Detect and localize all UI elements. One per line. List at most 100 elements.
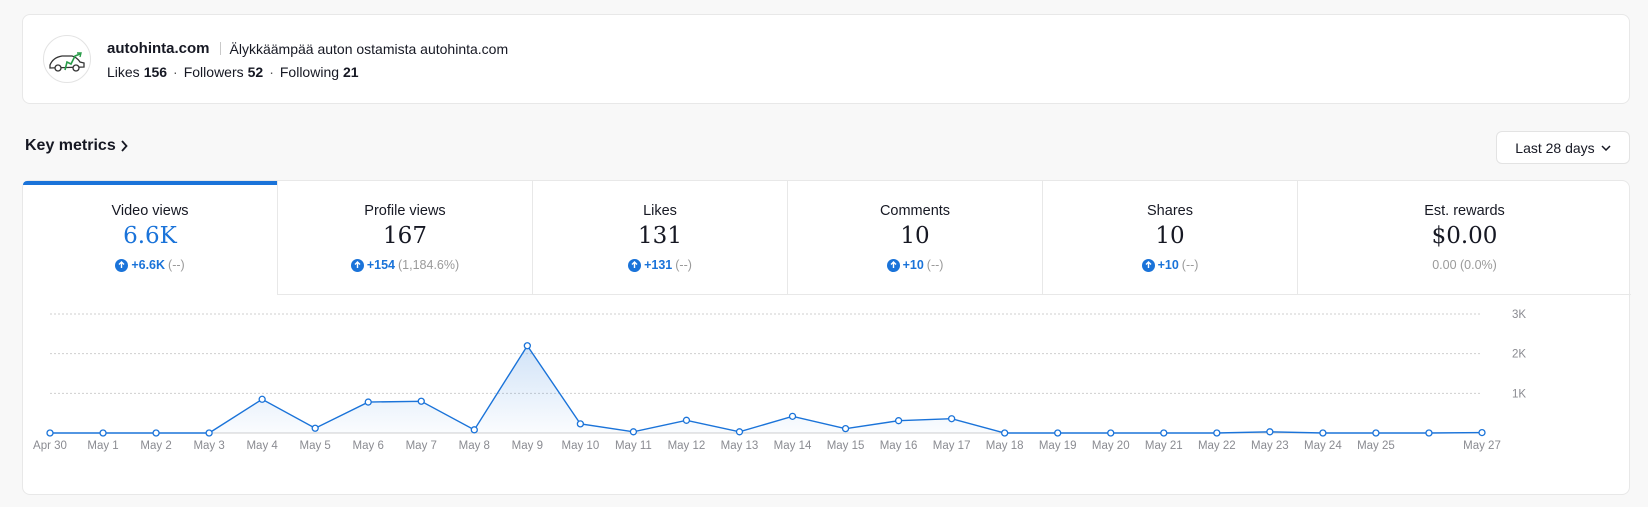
metric-value: 6.6K [123, 223, 177, 249]
data-point [947, 415, 956, 423]
data-point [46, 429, 54, 437]
x-tick-label: May 16 [880, 440, 918, 452]
data-point [735, 428, 744, 436]
avatar[interactable] [43, 35, 91, 83]
x-tick-label: May 27 [1463, 440, 1501, 452]
arrow-up-icon [115, 258, 129, 272]
metric-label: Est. rewards [1424, 203, 1505, 219]
x-tick-label: May 3 [193, 440, 224, 452]
x-tick-label: May 7 [406, 440, 437, 452]
x-tick-label: May 18 [986, 440, 1024, 452]
profile-bio: Älykkäämpää auton ostamista autohinta.co… [229, 40, 509, 57]
metric-change: +154 (1,184.6%) [278, 258, 532, 272]
data-point [364, 398, 372, 406]
data-point [523, 342, 531, 350]
metric-change: +131 (--) [533, 258, 787, 272]
date-range-dropdown[interactable]: Last 28 days [1496, 131, 1630, 164]
tab-est-rewards[interactable]: Est. rewards $0.00 0.00 (0.0%) [1298, 181, 1631, 295]
likes-label: Likes [107, 64, 140, 80]
x-tick-label: May 5 [300, 440, 331, 452]
x-tick-label: May 12 [668, 440, 706, 452]
followers-count: 52 [247, 64, 264, 80]
x-tick-label: May 19 [1039, 440, 1077, 452]
tab-likes[interactable]: Likes 131 +131 (--) [533, 181, 788, 295]
metric-label: Shares [1147, 203, 1193, 219]
x-tick-label: May 10 [562, 440, 600, 452]
chevron-right-icon [121, 140, 128, 152]
data-point [417, 397, 425, 405]
data-point [99, 429, 107, 437]
series-line [50, 344, 1483, 434]
change-percent: (--) [926, 258, 944, 272]
x-tick-label: May 8 [459, 440, 490, 452]
metric-label: Likes [643, 203, 677, 219]
x-tick-label: May 15 [827, 440, 865, 452]
tab-profile-views[interactable]: Profile views 167 +154 (1,184.6%) [278, 181, 533, 295]
profile-name: autohinta.com [107, 40, 210, 57]
data-point [788, 412, 797, 420]
data-point [841, 424, 850, 433]
stats-separator: · [269, 64, 274, 80]
profile-stats: Likes 156 · Followers 52 · Following 21 [107, 64, 359, 80]
data-point [1213, 429, 1221, 437]
data-point [629, 428, 638, 436]
metric-change: +10 (--) [788, 258, 1042, 272]
section-title: Key metrics [25, 137, 116, 154]
data-point [1478, 428, 1486, 437]
tab-comments[interactable]: Comments 10 +10 (--) [788, 181, 1043, 295]
data-point [152, 429, 160, 437]
x-tick-label: May 23 [1251, 440, 1289, 452]
y-tick-label: 1K [1512, 388, 1526, 400]
metric-tabs: Video views 6.6K +6.6K (--) Profile view… [23, 181, 1631, 295]
change-value: +10 [1157, 258, 1179, 272]
y-tick-label: 2K [1512, 349, 1526, 361]
name-divider [219, 42, 221, 55]
change-value: +131 [644, 258, 673, 272]
data-point [894, 417, 903, 425]
key-metrics-link[interactable]: Key metrics [25, 137, 128, 155]
followers-label: Followers [183, 64, 244, 80]
likes-count: 156 [143, 64, 168, 80]
metrics-card: Video views 6.6K +6.6K (--) Profile view… [22, 180, 1631, 495]
metric-change: 0.00 (0.0%) [1298, 258, 1631, 272]
data-point [576, 420, 585, 428]
data-point [682, 416, 691, 424]
date-range-label: Last 28 days [1515, 139, 1595, 156]
arrow-up-icon [1141, 258, 1155, 272]
x-tick-label: May 25 [1357, 440, 1395, 452]
metric-value: 131 [638, 223, 682, 249]
metric-value: 10 [1155, 223, 1185, 249]
change-percent: (--) [675, 258, 692, 272]
data-point [470, 426, 478, 434]
x-tick-label: May 21 [1145, 440, 1183, 452]
x-tick-label: May 22 [1198, 440, 1236, 452]
x-tick-label: May 4 [246, 440, 278, 452]
tab-shares[interactable]: Shares 10 +10 (--) [1043, 181, 1298, 295]
car-logo-icon [49, 52, 85, 72]
profile-card: autohinta.com Älykkäämpää auton ostamist… [22, 14, 1630, 104]
x-tick-label: May 9 [512, 440, 543, 452]
x-tick-label: May 6 [353, 440, 384, 452]
x-tick-label: May 14 [774, 440, 812, 452]
change-value: 0.00 (0.0%) [1432, 258, 1497, 272]
chevron-down-icon [1601, 144, 1611, 151]
x-tick-label: May 17 [933, 440, 971, 452]
data-point [1160, 429, 1168, 437]
metric-label: Profile views [364, 203, 446, 219]
following-count: 21 [343, 64, 359, 80]
change-value: +10 [902, 258, 924, 272]
metric-change: +6.6K (--) [23, 258, 277, 272]
x-tick-label: May 11 [615, 440, 652, 452]
y-tick-label: 3K [1512, 309, 1526, 321]
x-tick-label: Apr 30 [33, 440, 67, 452]
video-views-chart: 1K 2K 3K Apr 30 May 1 May 2 May 3 May 4 May 5 May… [33, 309, 1526, 452]
change-value: +6.6K [131, 258, 166, 272]
tab-video-views[interactable]: Video views 6.6K +6.6K (--) [23, 181, 278, 295]
metric-value: $0.00 [1431, 223, 1498, 249]
data-point [1319, 429, 1327, 437]
metric-value: 10 [900, 223, 930, 249]
change-percent: (1,184.6%) [398, 258, 460, 272]
metric-label: Video views [111, 203, 189, 219]
metric-label: Comments [879, 203, 951, 219]
stats-separator: · [173, 64, 178, 80]
